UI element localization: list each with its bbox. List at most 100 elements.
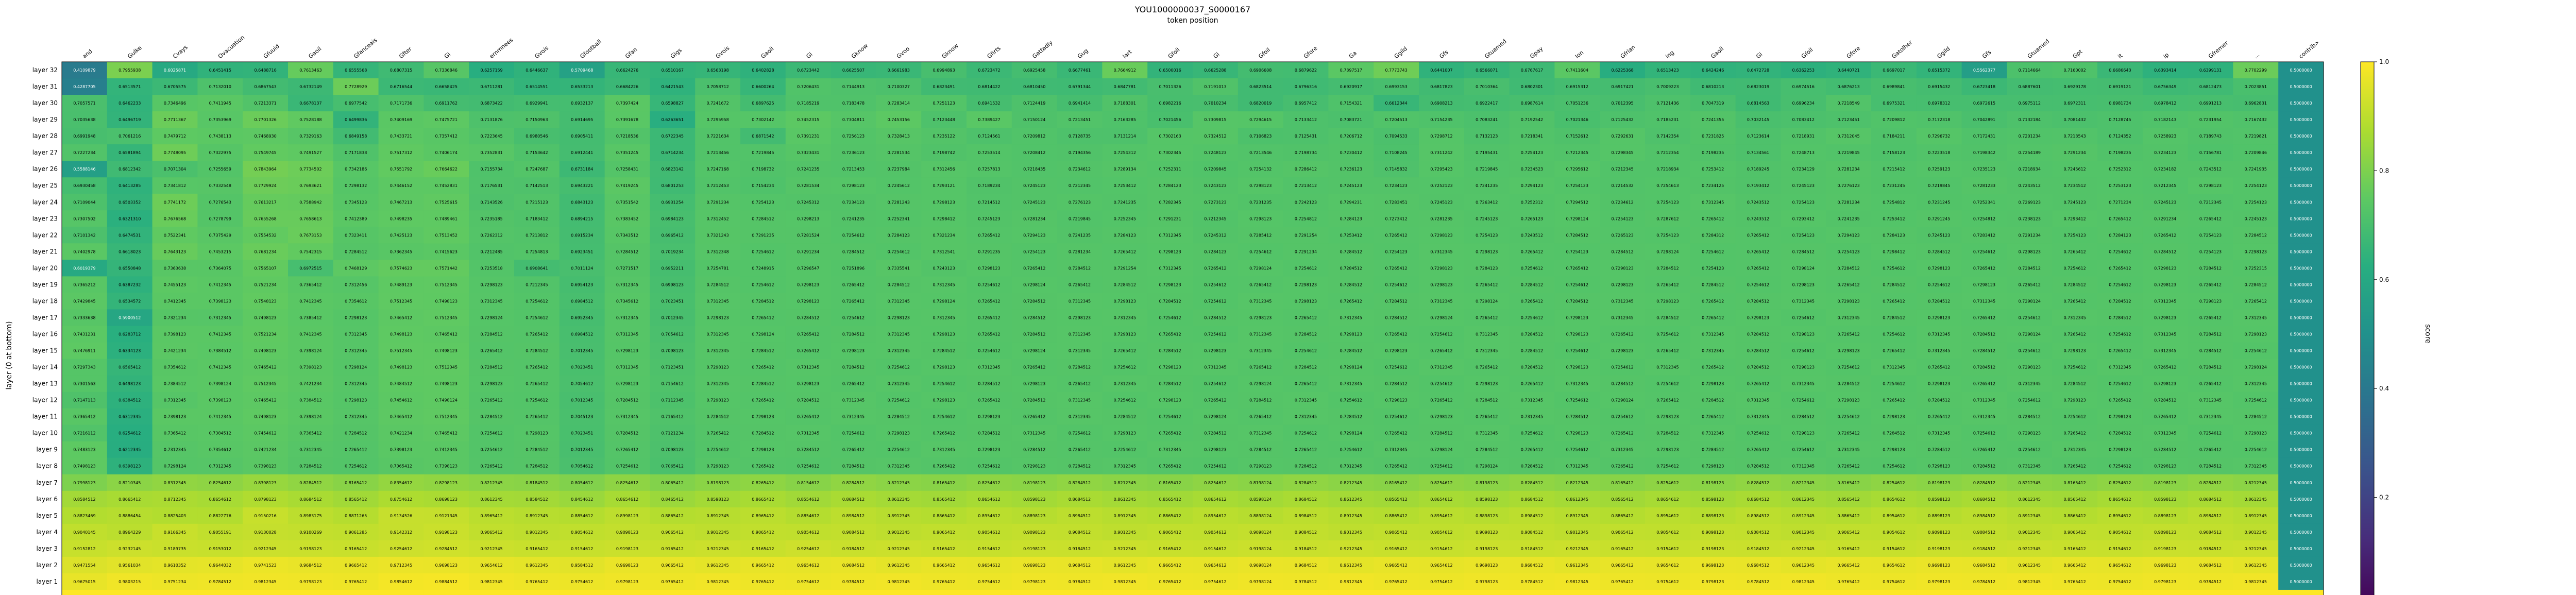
heatmap-cell: [559, 62, 605, 79]
cell-value-label: 0.7172318: [1928, 117, 1950, 122]
heatmap-cell: [1328, 424, 1374, 442]
cell-value-label: 0.7298123: [1204, 349, 1226, 353]
heatmap-cell: [243, 161, 289, 178]
cell-value-label: 0.7375429: [209, 233, 231, 237]
cell-value-label: 0.7262312: [480, 233, 502, 237]
cell-value-label: 0.7254612: [842, 431, 865, 436]
cell-value-label: 0.7234123: [842, 200, 865, 205]
heatmap-cell: [243, 589, 289, 595]
cell-value-label: 0.7353969: [209, 117, 231, 122]
heatmap-cell: [650, 441, 696, 458]
cell-value-label: 0.7254612: [1204, 464, 1226, 469]
cell-value-label: 0.7296547: [797, 266, 819, 270]
heatmap-cell: [1374, 424, 1419, 442]
cell-value-label: 0.7409169: [390, 117, 412, 122]
cell-value-label: 0.7312345: [1702, 349, 1724, 353]
heatmap-cell: [62, 78, 108, 95]
cell-value-label: 0.7284512: [526, 349, 548, 353]
cell-value-label: 0.9065412: [933, 530, 955, 535]
cell-value-label: 0.7276543: [209, 200, 231, 205]
heatmap-cell: [423, 441, 469, 458]
heatmap-cell: [1645, 227, 1691, 244]
heatmap-cell: [921, 540, 967, 557]
heatmap-cell: [1735, 95, 1781, 112]
cell-value-label: 0.6879622: [1295, 68, 1317, 73]
cell-value-label: 0.7298124: [1476, 464, 1498, 469]
cell-value-label: 0.6312345: [118, 415, 141, 419]
heatmap-cell: [1011, 260, 1058, 277]
heatmap-cell: [333, 474, 379, 491]
heatmap-cell: [1102, 474, 1148, 491]
heatmap-cell: [1011, 573, 1058, 590]
x-tick-label: Gatolher: [1890, 39, 1913, 60]
heatmap-cell: [1509, 62, 1555, 79]
cell-value-label: 0.9765412: [662, 580, 684, 584]
y-tick-label: layer 9: [36, 446, 58, 453]
cell-value-label: 0.7212345: [526, 282, 548, 287]
cell-value-label: 0.7312345: [888, 349, 910, 353]
heatmap-cell: [1600, 210, 1646, 227]
cell-value-label: 0.8612345: [1792, 497, 1815, 502]
cell-value-label: 0.6807315: [390, 68, 412, 73]
cell-value-label: 0.7298123: [1159, 282, 1181, 287]
cell-value-label: 0.7298123: [480, 382, 502, 386]
cell-value-label: 0.7254123: [2245, 200, 2267, 205]
heatmap-cell: [2188, 309, 2233, 326]
cell-value-label: 0.7452831: [435, 183, 457, 188]
heatmap-cell: [1826, 177, 1872, 194]
heatmap-cell: [1011, 589, 1058, 595]
cell-value-label: 0.6566071: [1476, 68, 1498, 73]
heatmap-cell: [1645, 161, 1691, 178]
cell-value-label: 0.7254612: [1747, 282, 1769, 287]
cell-value-label: 0.7342186: [345, 167, 367, 172]
cell-value-label: 0.6722345: [662, 134, 684, 139]
cell-value-label: 0.7284512: [1747, 365, 1769, 370]
cell-value-label: 0.7341812: [164, 183, 186, 188]
cell-value-label: 0.9065412: [2063, 530, 2086, 535]
cell-value-label: 0.7298123: [2154, 315, 2176, 320]
heatmap-cell: [1645, 194, 1691, 211]
cell-value-label: 0.9165412: [1159, 547, 1181, 551]
cell-value-label: 0.7411945: [209, 101, 231, 106]
cell-value-label: 0.7183478: [842, 101, 865, 106]
cell-value-label: 0.5000000: [2290, 183, 2312, 188]
cell-value-label: 0.9054612: [571, 530, 593, 535]
cell-value-label: 0.7265412: [842, 382, 865, 386]
heatmap-cell: [333, 375, 379, 393]
heatmap-cell: [1916, 326, 1962, 343]
heatmap-cell: [197, 540, 243, 557]
y-tick-label: layer 0: [36, 594, 58, 595]
heatmap-cell: [1374, 309, 1419, 326]
cell-value-label: 0.7156781: [2199, 150, 2222, 155]
cell-value-label: 0.7291254: [1114, 266, 1136, 270]
cell-value-label: 0.6993153: [1385, 84, 1407, 89]
heatmap-cell: [1735, 375, 1781, 393]
heatmap-cell: [1238, 243, 1284, 260]
cell-value-label: 0.7265412: [1656, 282, 1679, 287]
cell-value-label: 0.7219845: [1476, 167, 1498, 172]
heatmap-cell: [514, 490, 560, 508]
heatmap-cell: [2097, 276, 2143, 293]
cell-value-label: 0.8654612: [978, 497, 1000, 502]
heatmap-cell: [1328, 95, 1374, 112]
heatmap-cell: [740, 392, 786, 409]
heatmap-cell: [1826, 523, 1872, 541]
cell-value-label: 0.9765412: [933, 580, 955, 584]
heatmap-cell: [243, 260, 289, 277]
cell-value-label: 0.8865412: [1611, 514, 1633, 518]
cell-value-label: 0.7312345: [2245, 315, 2267, 320]
heatmap-cell: [785, 161, 832, 178]
heatmap-cell: [1419, 589, 1465, 595]
heatmap-cell: [1690, 359, 1736, 376]
heatmap-cell: [1283, 573, 1329, 590]
heatmap-cell: [1464, 260, 1510, 277]
heatmap-cell: [1102, 276, 1148, 293]
heatmap-cell: [469, 62, 515, 79]
heatmap-cell: [559, 540, 605, 557]
cell-value-label: 0.7254612: [888, 448, 910, 452]
heatmap-cell: [1781, 540, 1826, 557]
heatmap-cell: [1916, 62, 1962, 79]
cell-value-label: 0.7158123: [1883, 150, 1905, 155]
cell-value-label: 0.7284512: [1837, 266, 1859, 270]
cell-value-label: 0.7254612: [1883, 464, 1905, 469]
